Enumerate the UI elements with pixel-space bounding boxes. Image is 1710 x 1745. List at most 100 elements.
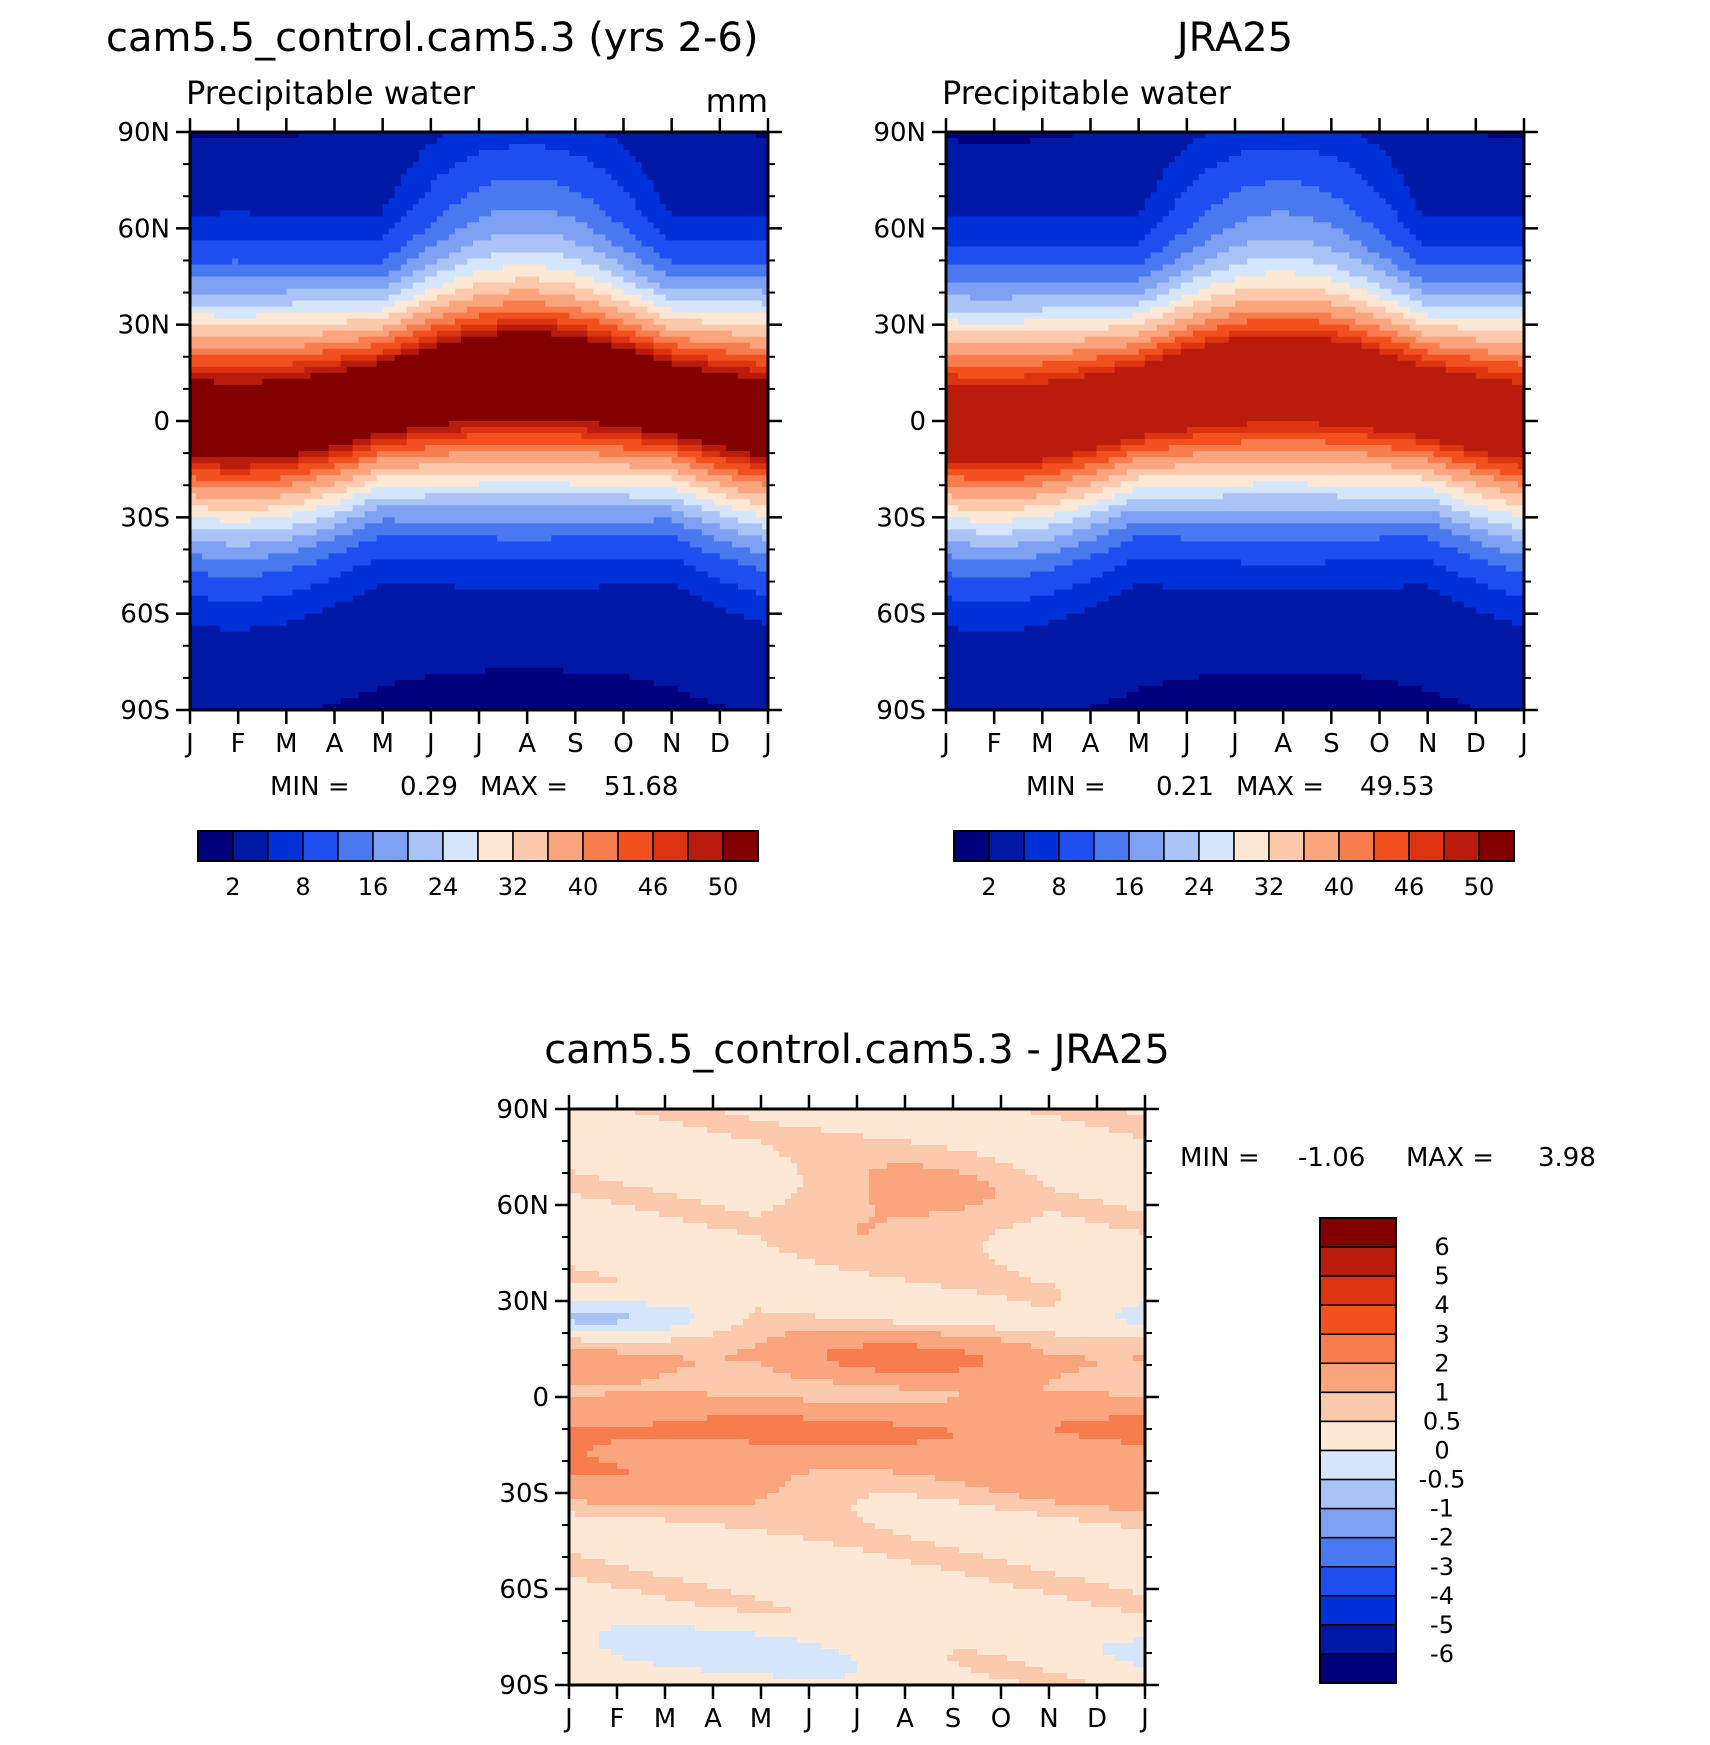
contour-cell [635,312,661,320]
contour-cell [1361,174,1405,181]
contour-cell [946,366,1080,374]
contour-cell [946,667,1524,675]
contour-cell [1349,234,1387,241]
contour-cell [376,457,673,464]
contour-cell [1409,186,1524,193]
x-tick-label: A [518,729,536,759]
contour-cell [382,324,408,332]
contour-cell [322,330,390,338]
contour-cell [611,282,637,290]
contour-cell [1132,583,1164,591]
contour-cell [214,378,263,386]
contour-cell [569,1133,732,1140]
contour-cell [617,1349,738,1356]
contour-cell [725,1523,876,1530]
contour-cell [1180,270,1212,278]
contour-cell [946,270,1152,278]
contour-cell [791,1607,1122,1614]
contour-cell [683,1355,726,1362]
x-tick-label: J [563,1704,573,1734]
contour-cell [406,240,438,247]
contour-cell [1469,511,1513,518]
contour-cell [695,1601,774,1608]
contour-cell [1139,1229,1145,1236]
contour-cell [641,294,667,302]
contour-cell [1180,294,1212,302]
contour-cell [946,475,965,482]
contour-cell [1132,457,1429,464]
contour-cell [946,505,959,512]
contour-cell [569,1247,780,1254]
contour-cell [1019,1271,1145,1278]
contour-cell [1126,342,1158,350]
contour-cell [190,186,396,193]
contour-cell [755,132,768,139]
colorbar-label: 50 [1464,873,1495,901]
contour-cell [1487,583,1524,591]
contour-cell [1108,517,1453,524]
contour-cell [575,240,613,247]
contour-cell [436,174,613,181]
contour-cell [1355,306,1387,314]
contour-cell [190,282,390,290]
contour-cell [370,433,408,440]
contour-cell [1127,1319,1145,1326]
contour-cell [587,330,613,338]
y-tick-label: 90S [876,696,926,726]
contour-cell [262,378,768,386]
contour-cell [1325,288,1369,296]
contour-cell [1373,427,1524,434]
contour-cell [946,661,1524,669]
contour-cell [1397,276,1423,284]
contour-cell [958,625,1025,633]
contour-cell [1174,463,1393,470]
contour-cell [1133,1589,1145,1596]
contour-cell [659,192,768,199]
panel-model-subtitle: Precipitable water [186,74,476,112]
contour-cell [1421,240,1524,247]
contour-cell [190,252,390,260]
contour-cell [1391,445,1441,452]
contour-cell [827,1355,984,1362]
contour-cell [352,451,378,458]
contour-cell [412,162,456,169]
contour-cell [839,1361,984,1368]
contour-cell [563,667,768,675]
contour-cell [430,306,468,314]
contour-cell [946,264,1164,272]
contour-cell [1247,240,1314,247]
contour-cell [946,457,1043,464]
colorbar-swatch [1319,1333,1397,1365]
colorbar-label: -2 [1430,1524,1454,1552]
contour-cell [1037,1175,1145,1182]
contour-cell [689,463,715,470]
contour-cell [946,433,1146,440]
contour-cell [713,535,763,543]
contour-cell [316,475,354,482]
contour-cell [1121,1307,1145,1314]
contour-cell [946,547,1061,555]
contour-cell [713,601,768,609]
contour-cell [623,318,655,326]
contour-cell [364,499,685,506]
contour-cell [958,372,1025,380]
contour-cell [1415,433,1524,440]
contour-cell [641,162,768,169]
contour-cell [310,372,739,380]
contour-cell [1403,312,1429,320]
contour-cell [557,180,619,187]
contour-cell [946,180,1158,187]
contour-cell [1451,493,1483,500]
contour-cell [539,288,594,296]
contour-cell [280,493,324,500]
contour-cell [989,1181,1044,1188]
contour-cell [749,342,768,350]
contour-cell [1150,306,1176,314]
contour-cell [569,1175,600,1182]
contour-cell [755,1595,1068,1602]
contour-cell [1433,559,1489,567]
contour-cell [677,1367,774,1374]
contour-cell [436,138,619,145]
contour-cell [358,463,420,470]
contour-cell [629,463,691,470]
